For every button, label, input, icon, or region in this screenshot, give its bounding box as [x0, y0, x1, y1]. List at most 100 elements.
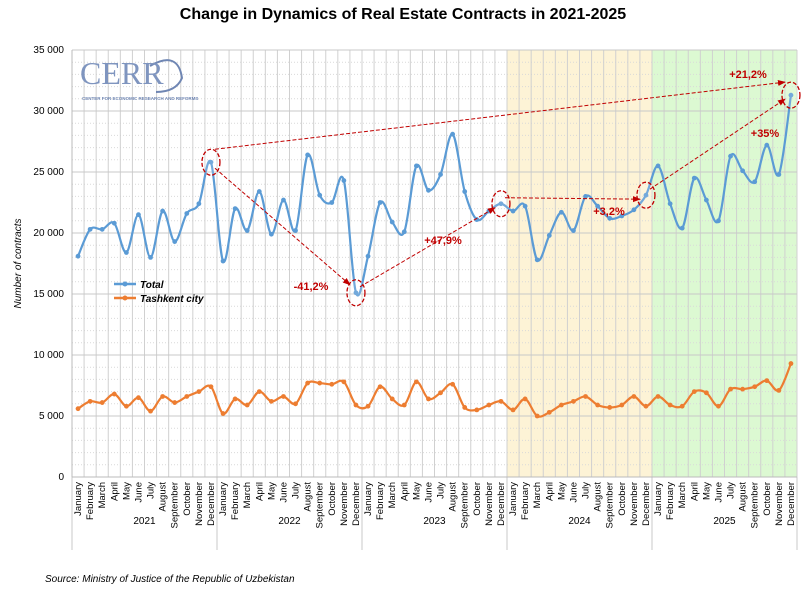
x-tick-label: March [242, 482, 253, 508]
data-point [329, 381, 335, 387]
x-tick-label: June [568, 482, 579, 503]
data-point [740, 386, 746, 392]
highlight-ellipse [491, 190, 511, 218]
x-tick-label: September [315, 482, 326, 528]
data-point [571, 398, 576, 404]
logo-text: CERR [80, 55, 164, 91]
x-tick-label: April [109, 482, 120, 501]
data-point [703, 197, 709, 203]
data-point [111, 391, 117, 397]
data-point [389, 219, 395, 225]
data-point [99, 400, 105, 405]
data-point [293, 228, 298, 233]
data-point [401, 402, 407, 408]
year-label: 2023 [423, 516, 446, 527]
year-label: 2025 [713, 516, 736, 527]
annotation-arrow [359, 207, 496, 288]
series-total [75, 92, 794, 297]
data-point [510, 407, 516, 413]
data-point [160, 394, 166, 399]
data-point [667, 402, 673, 408]
data-point [510, 208, 516, 214]
data-point [619, 402, 625, 408]
data-point [87, 226, 93, 232]
y-tick-label: 0 [58, 472, 64, 483]
data-point [305, 152, 311, 158]
data-point [498, 398, 504, 404]
data-point [75, 253, 81, 259]
data-point [776, 172, 782, 177]
data-point [184, 211, 190, 216]
annotation-arrow [214, 167, 351, 286]
x-tick-label: June [133, 482, 144, 503]
data-point [244, 402, 250, 408]
data-point [655, 163, 661, 169]
data-point [220, 258, 226, 264]
x-tick-label: March [677, 482, 688, 508]
data-point [341, 379, 347, 385]
data-point [317, 380, 323, 386]
data-point [691, 175, 697, 181]
data-point [522, 203, 528, 209]
data-point [595, 203, 601, 209]
x-tick-label: March [387, 482, 398, 508]
data-point [571, 228, 576, 233]
data-point [353, 290, 359, 296]
data-point [256, 189, 262, 194]
annotation-label: +3,2% [593, 206, 625, 218]
x-tick-label: October [617, 482, 628, 516]
data-point [208, 384, 214, 390]
x-tick-label: November [484, 482, 495, 526]
x-tick-label: August [593, 482, 604, 512]
y-tick-label: 15 000 [33, 289, 64, 300]
data-point [752, 179, 758, 185]
x-tick-label: January [653, 482, 664, 516]
data-point [281, 394, 286, 399]
data-point [716, 403, 721, 409]
data-point [740, 168, 746, 174]
data-point [534, 413, 540, 419]
x-tick-label: August [738, 482, 749, 512]
x-tick-label: December [351, 482, 362, 526]
annotation-arrow [649, 98, 786, 190]
data-point [450, 381, 456, 387]
data-point [679, 225, 685, 231]
data-point [438, 390, 443, 396]
data-point [450, 131, 456, 137]
data-point [401, 229, 407, 235]
data-point [377, 384, 383, 390]
data-point [703, 390, 709, 396]
x-tick-label: October [182, 482, 193, 516]
x-tick-label: May [411, 482, 422, 500]
data-point [438, 172, 443, 177]
data-point [607, 405, 613, 410]
x-tick-label: June [713, 482, 724, 503]
data-point [244, 228, 250, 233]
data-point [377, 200, 383, 205]
data-point [679, 403, 685, 409]
data-point [148, 255, 153, 260]
x-tick-label: August [303, 482, 314, 512]
data-point [281, 197, 286, 203]
annotation-label: +47,9% [424, 235, 462, 247]
x-tick-label: July [581, 482, 592, 499]
x-tick-label: August [158, 482, 169, 512]
data-point [172, 239, 178, 244]
data-point [75, 406, 81, 412]
x-tick-label: October [762, 482, 773, 516]
data-point [99, 226, 105, 232]
x-tick-label: February [375, 482, 386, 520]
data-point [667, 201, 673, 207]
data-point [764, 378, 770, 384]
x-tick-label: September [750, 482, 761, 528]
x-tick-label: February [665, 482, 676, 520]
x-tick-label: March [97, 482, 108, 508]
highlight-ellipse [781, 81, 801, 109]
data-point [546, 233, 552, 238]
data-point [365, 253, 371, 259]
y-tick-label: 35 000 [33, 45, 64, 56]
data-point [462, 405, 468, 410]
x-tick-label: July [726, 482, 737, 499]
data-point [752, 384, 758, 390]
data-point [728, 153, 733, 159]
